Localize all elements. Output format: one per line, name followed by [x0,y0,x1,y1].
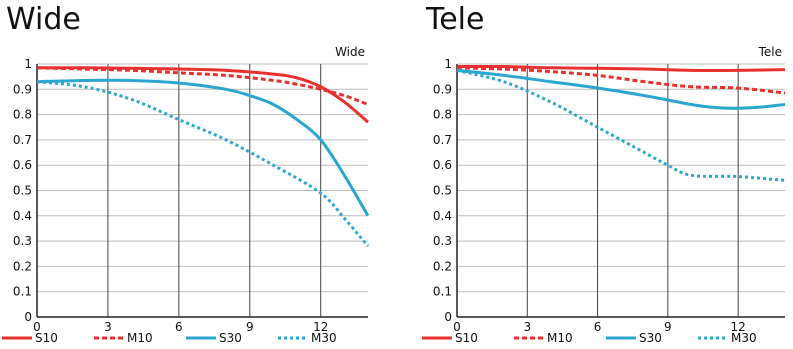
legend-label-m30: M30 [731,331,757,345]
y-tick-label: 0.5 [433,184,452,198]
y-tick-label: 0.6 [433,158,452,172]
y-tick-label: 1 [24,57,32,71]
chart-svg-wide: 0 0.1 0.2 0.3 0.4 0.5 0.6 0.7 0.8 0.9 1 0 3 6 9 12 Wide S… [2,45,370,345]
legend-label-m30: M30 [311,331,337,345]
chart-title: Wide [6,2,81,37]
chart-svg-tele: 0 0.1 0.2 0.3 0.4 0.5 0.6 0.7 0.8 0.9 1 0 3 6 9 12 Tele S… [422,45,786,345]
y-tick-label: 0.2 [13,259,32,273]
x-tick-label: 9 [246,320,254,334]
legend-label-m10: M10 [547,331,573,345]
x-tick-label: 12 [313,320,328,334]
legend-label-s10: S10 [455,331,478,345]
series-line-m30 [36,80,370,248]
x-tick-label: 9 [664,320,672,334]
x-tick-label: 0 [33,320,41,334]
y-tick-label: 0.3 [433,234,452,248]
y-tick-label: 0.4 [13,209,32,223]
chart-panel-wide: Wide 0 0.1 0.2 0.3 0.4 0.5 0.6 0.7 0.8 0.9 1 0 3 6 9 12… [0,0,390,349]
y-tick-label: 0.1 [13,285,32,299]
legend-label-s30: S30 [639,331,662,345]
x-tick-label: 0 [453,320,461,334]
series-line-s30 [456,68,786,110]
chart-title: Tele [426,2,485,37]
y-tick-label: 0.8 [433,108,452,122]
y-tick-label: 0.7 [13,133,32,147]
y-tick-label: 0.1 [433,285,452,299]
y-tick-label: 0.7 [433,133,452,147]
chart-panel-tele: Tele 0 0.1 0.2 0.3 0.4 0.5 0.6 0.7 0.8 0.9 1 0 3 6 9 12… [420,0,793,349]
y-tick-label: 0 [24,310,32,324]
series-line-s10 [456,64,786,72]
x-tick-label: 3 [523,320,531,334]
y-tick-label: 1 [444,57,452,71]
series-line-m10 [36,66,369,106]
legend-label-s30: S30 [219,331,242,345]
series-line-m30 [456,68,786,182]
y-tick-label: 0.4 [433,209,452,223]
series-line-s30 [36,78,370,217]
chart-subtitle: Wide [335,45,365,59]
x-tick-label: 6 [175,320,183,334]
legend-label-m10: M10 [127,331,153,345]
y-tick-label: 0.9 [13,82,32,96]
y-tick-label: 0.3 [13,234,32,248]
x-tick-label: 6 [594,320,602,334]
y-tick-label: 0.9 [433,82,452,96]
series-line-m10 [456,66,786,95]
y-tick-label: 0.8 [13,108,32,122]
x-tick-label: 12 [731,320,746,334]
x-tick-label: 3 [104,320,112,334]
y-tick-label: 0.2 [433,259,452,273]
chart-subtitle: Tele [758,45,782,59]
legend-label-s10: S10 [35,331,58,345]
y-tick-label: 0 [444,310,452,324]
y-tick-label: 0.6 [13,158,32,172]
y-tick-label: 0.5 [13,184,32,198]
